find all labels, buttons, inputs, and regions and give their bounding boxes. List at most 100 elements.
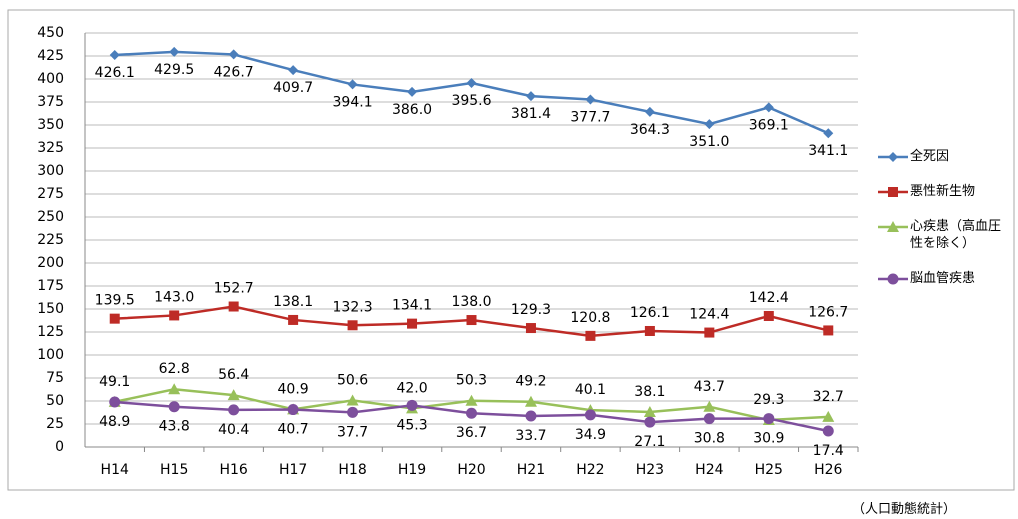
marker <box>407 86 418 97</box>
data-label: 33.7 <box>515 428 546 444</box>
x-tick-label: H15 <box>160 462 188 478</box>
data-label: 49.2 <box>515 374 546 390</box>
data-label: 50.6 <box>337 372 368 388</box>
legend-icon <box>878 273 908 285</box>
data-label: 40.9 <box>278 381 309 397</box>
marker <box>524 395 537 407</box>
y-tick-label: 175 <box>37 278 64 294</box>
data-label: 56.4 <box>218 367 249 383</box>
marker <box>347 79 358 90</box>
data-label: 409.7 <box>273 80 313 96</box>
data-label: 138.1 <box>273 294 313 310</box>
data-label: 36.7 <box>456 425 487 441</box>
data-label: 126.7 <box>808 304 848 320</box>
source-note: （人口動態統計） <box>851 502 956 517</box>
marker <box>888 152 898 162</box>
data-label: 45.3 <box>396 417 427 433</box>
legend-item: 全死因 <box>876 148 1008 165</box>
data-label: 48.9 <box>99 414 130 430</box>
y-tick-label: 450 <box>37 25 64 41</box>
marker <box>525 323 536 334</box>
x-tick-label: H20 <box>457 462 485 478</box>
chart-border <box>7 9 1015 491</box>
marker <box>644 106 655 117</box>
marker <box>584 409 596 421</box>
marker <box>466 315 477 326</box>
x-tick-label: H23 <box>636 462 664 478</box>
data-label: 394.1 <box>333 94 373 110</box>
data-label: 40.4 <box>218 422 249 438</box>
data-label: 40.1 <box>575 382 606 398</box>
marker <box>585 94 596 105</box>
data-label: 386.0 <box>392 102 432 118</box>
marker <box>823 128 834 139</box>
marker <box>465 394 478 406</box>
marker <box>704 327 715 338</box>
data-label: 129.3 <box>511 302 551 318</box>
x-tick-label: H24 <box>695 462 723 478</box>
data-label: 17.4 <box>813 443 844 459</box>
data-label: 426.7 <box>214 64 254 80</box>
marker <box>406 399 418 411</box>
data-label: 120.8 <box>570 310 610 326</box>
data-label: 341.1 <box>808 143 848 159</box>
marker <box>704 119 715 130</box>
y-tick-label: 350 <box>37 117 64 133</box>
data-label: 364.3 <box>630 122 670 138</box>
legend-item: 脳血管疾患 <box>876 270 1008 287</box>
legend-label: 脳血管疾患 <box>910 271 976 286</box>
marker <box>888 187 898 197</box>
y-tick-label: 375 <box>37 94 64 110</box>
marker <box>407 318 418 329</box>
data-label: 34.9 <box>575 427 606 443</box>
data-label: 124.4 <box>689 307 729 323</box>
y-tick-label: 275 <box>37 186 64 202</box>
data-label: 134.1 <box>392 298 432 314</box>
data-label: 37.7 <box>337 424 368 440</box>
marker <box>346 394 359 406</box>
marker <box>703 400 716 412</box>
data-label: 50.3 <box>456 373 487 389</box>
data-label: 138.0 <box>451 294 491 310</box>
legend-label: 心疾患（高血圧性を除く） <box>910 219 1002 251</box>
marker <box>109 313 120 324</box>
marker <box>643 405 656 417</box>
x-tick-label: H19 <box>398 462 426 478</box>
marker <box>823 325 834 336</box>
data-label: 49.1 <box>99 374 130 390</box>
x-tick-label: H26 <box>814 462 842 478</box>
marker <box>887 221 899 232</box>
marker <box>525 410 537 422</box>
marker <box>228 404 240 416</box>
legend-icon <box>878 187 908 197</box>
marker <box>703 413 715 425</box>
data-label: 43.8 <box>159 419 190 435</box>
data-label: 429.5 <box>154 62 194 78</box>
y-tick-label: 150 <box>37 301 64 317</box>
marker <box>169 46 180 57</box>
data-label: 30.8 <box>694 431 725 447</box>
y-tick-label: 325 <box>37 140 64 156</box>
marker <box>763 102 774 113</box>
data-label: 62.8 <box>159 361 190 377</box>
y-tick-label: 0 <box>55 439 64 455</box>
marker <box>109 49 120 60</box>
marker <box>822 410 835 422</box>
data-label: 27.1 <box>634 434 665 450</box>
data-label: 142.4 <box>749 290 789 306</box>
marker <box>887 273 899 285</box>
marker <box>466 407 477 419</box>
marker <box>347 406 359 418</box>
marker <box>228 301 239 312</box>
data-label: 126.1 <box>630 305 670 321</box>
data-label: 381.4 <box>511 106 551 122</box>
y-tick-label: 100 <box>37 347 64 363</box>
x-tick-label: H16 <box>219 462 247 478</box>
legend-icon <box>878 152 908 162</box>
marker <box>466 78 477 89</box>
data-label: 30.9 <box>753 431 784 447</box>
marker <box>288 314 299 325</box>
marker <box>644 416 656 428</box>
